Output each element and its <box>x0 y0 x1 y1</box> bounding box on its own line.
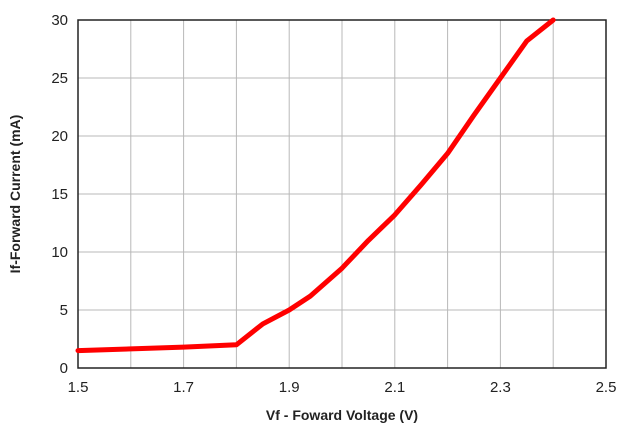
x-tick-label: 2.3 <box>490 379 511 396</box>
x-tick-label: 1.9 <box>279 379 300 396</box>
y-tick-label: 20 <box>51 128 68 145</box>
y-tick-label: 15 <box>51 186 68 203</box>
x-tick-label: 2.5 <box>596 379 617 396</box>
x-axis-label: Vf - Foward Voltage (V) <box>266 407 418 423</box>
y-tick-label: 30 <box>51 12 68 29</box>
y-tick-label: 10 <box>51 244 68 261</box>
y-tick-labels: 0 5 10 15 20 25 30 <box>51 12 68 377</box>
y-tick-label: 5 <box>60 302 68 319</box>
x-tick-labels: 1.5 1.7 1.9 2.1 2.3 2.5 <box>68 379 617 396</box>
y-tick-label: 25 <box>51 70 68 87</box>
y-axis-label: If-Forward Current (mA) <box>7 115 23 274</box>
series-layer <box>78 20 553 351</box>
x-tick-label: 1.7 <box>173 379 194 396</box>
x-tick-label: 2.1 <box>384 379 405 396</box>
x-tick-label: 1.5 <box>68 379 89 396</box>
grid <box>78 20 606 368</box>
series-line <box>78 20 553 351</box>
y-tick-label: 0 <box>60 360 68 377</box>
